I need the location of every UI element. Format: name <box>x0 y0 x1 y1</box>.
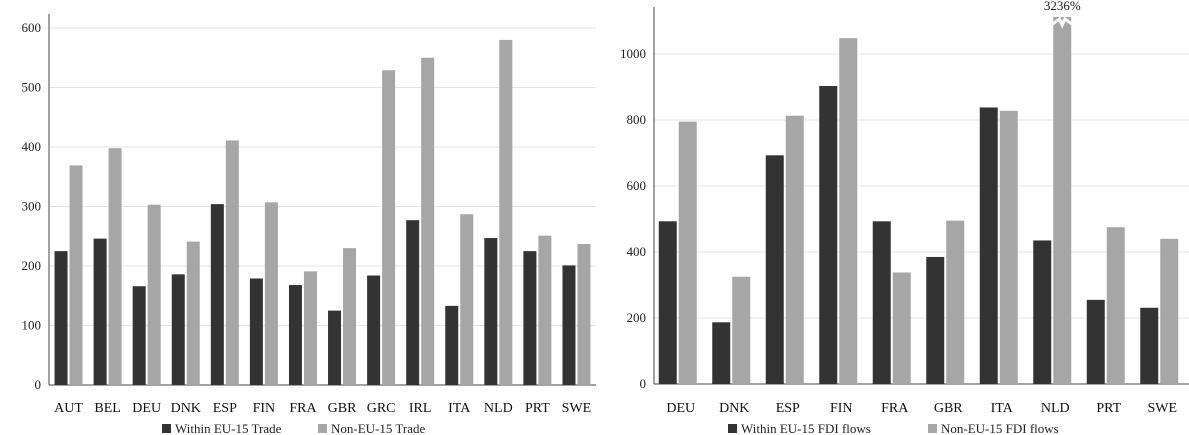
x-tick-label: FRA <box>289 401 317 416</box>
y-tick-label: 100 <box>22 318 42 333</box>
bar-non-irl <box>421 57 435 385</box>
bar-within-deu <box>132 286 146 385</box>
x-tick-label: PRT <box>525 401 550 416</box>
bar-within-swe <box>1140 307 1159 384</box>
x-tick-label: DNK <box>719 401 749 416</box>
bar-within-gbr <box>328 310 342 385</box>
x-tick-label: GRC <box>367 401 396 416</box>
x-tick-label: IRL <box>409 401 432 416</box>
x-tick-label: FIN <box>830 401 853 416</box>
legend-swatch <box>162 424 171 433</box>
bar-non-dnk <box>732 276 751 384</box>
bar-non-esp <box>225 140 239 385</box>
bar-within-grc <box>367 275 381 385</box>
y-tick-label: 500 <box>22 80 42 95</box>
bar-non-nld <box>499 39 513 386</box>
bar-within-fin <box>249 278 263 385</box>
bar-within-esp <box>210 204 224 385</box>
bar-within-fra <box>872 221 891 384</box>
bar-non-deu <box>147 204 161 385</box>
x-tick-label: NLD <box>484 401 513 416</box>
bar-non-ita <box>460 214 474 385</box>
left-chart-trade: 0 100 200 300 400 500 600 AUT BEL DEU DNK ESP FIN FRA… <box>22 14 596 435</box>
y-tick-label: 400 <box>627 244 647 259</box>
bar-within-ita <box>445 305 459 385</box>
legend-label: Non-EU-15 FDI flows <box>941 421 1059 435</box>
bar-non-esp <box>785 115 804 385</box>
bar-within-bel <box>93 238 107 385</box>
bar-non-ita <box>999 110 1018 384</box>
x-tick-label: ESP <box>776 401 800 416</box>
bar-non-deu <box>678 121 697 385</box>
bar-non-prt <box>538 235 552 385</box>
legend-swatch <box>318 424 327 433</box>
bar-non-grc <box>382 70 396 386</box>
bar-non-bel <box>108 148 122 385</box>
bar-within-prt <box>1086 299 1105 384</box>
legend-label: Within EU-15 FDI flows <box>741 421 871 435</box>
y-tick-label: 0 <box>640 376 647 391</box>
y-tick-label: 200 <box>22 258 42 273</box>
x-tick-label: ESP <box>213 401 237 416</box>
bar-non-nld <box>1053 17 1072 384</box>
x-tick-label: SWE <box>562 401 592 416</box>
y-tick-label: 800 <box>627 112 647 127</box>
x-tick-label: GBR <box>328 401 357 416</box>
legend-swatch <box>728 424 737 433</box>
x-tick-label: DEU <box>132 401 161 416</box>
x-tick-label: FIN <box>253 401 276 416</box>
y-tick-label: 1000 <box>620 46 646 61</box>
bar-within-deu <box>658 221 677 384</box>
x-tick-label: NLD <box>1041 401 1070 416</box>
x-tick-label: FRA <box>881 401 909 416</box>
legend-swatch <box>928 424 937 433</box>
bar-within-dnk <box>712 322 731 384</box>
x-tick-label: DEU <box>666 401 695 416</box>
bar-non-fin <box>264 202 278 385</box>
bar-within-irl <box>406 220 420 385</box>
annotation-label: 3236% <box>1044 0 1081 13</box>
x-tick-label: ITA <box>991 401 1014 416</box>
bar-within-fin <box>819 86 838 384</box>
bar-non-dnk <box>186 241 200 385</box>
bar-within-aut <box>54 251 68 385</box>
bar-non-gbr <box>946 220 965 384</box>
y-tick-label: 600 <box>22 20 42 35</box>
y-tick-label: 200 <box>627 310 647 325</box>
x-tick-label: BEL <box>94 401 120 416</box>
bar-within-esp <box>765 155 784 384</box>
bar-within-gbr <box>926 256 945 384</box>
bar-non-swe <box>1160 238 1179 384</box>
legend-label: Non-EU-15 Trade <box>331 421 425 435</box>
x-tick-label: GBR <box>934 401 963 416</box>
bar-non-fin <box>839 38 858 384</box>
x-tick-label: ITA <box>448 401 471 416</box>
bar-within-nld <box>484 238 498 385</box>
bar-within-fra <box>288 285 302 385</box>
bar-within-dnk <box>171 274 185 385</box>
y-tick-label: 400 <box>22 139 42 154</box>
bar-within-prt <box>523 251 537 385</box>
bar-within-swe <box>562 265 576 385</box>
y-tick-label: 0 <box>35 377 42 392</box>
x-tick-label: AUT <box>54 401 83 416</box>
y-tick-label: 600 <box>627 178 647 193</box>
bar-non-swe <box>577 243 591 385</box>
x-tick-label: DNK <box>171 401 201 416</box>
bar-non-aut <box>69 165 83 385</box>
right-chart-fdi: 0 200 400 600 800 1000 DEU DNK ESP FIN FRA GBR ITA 32… <box>620 0 1189 435</box>
bar-non-fra <box>303 271 317 385</box>
bar-within-nld <box>1033 240 1052 384</box>
x-tick-label: SWE <box>1147 401 1177 416</box>
axis-break-mark <box>1050 16 1075 29</box>
bar-non-prt <box>1106 227 1125 384</box>
bar-within-ita <box>979 107 998 385</box>
x-tick-label: PRT <box>1096 401 1121 416</box>
legend-label: Within EU-15 Trade <box>175 421 282 435</box>
bar-non-gbr <box>343 248 357 385</box>
y-tick-label: 300 <box>22 199 42 214</box>
bar-non-fra <box>892 272 911 384</box>
